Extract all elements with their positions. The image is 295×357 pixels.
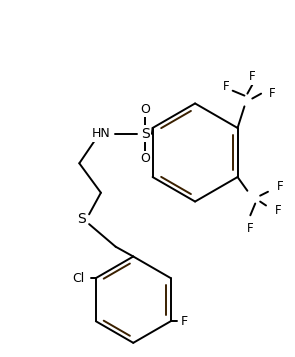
Text: S: S [77, 212, 86, 226]
Text: HN: HN [91, 127, 110, 140]
Text: F: F [249, 70, 255, 84]
Text: F: F [247, 222, 254, 235]
Text: F: F [275, 204, 281, 217]
Text: F: F [277, 180, 283, 193]
Text: O: O [140, 103, 150, 116]
Text: F: F [222, 80, 229, 93]
Text: O: O [140, 152, 150, 165]
Text: Cl: Cl [72, 272, 84, 285]
Text: F: F [269, 87, 276, 100]
Text: F: F [181, 315, 188, 328]
Text: S: S [141, 127, 150, 141]
